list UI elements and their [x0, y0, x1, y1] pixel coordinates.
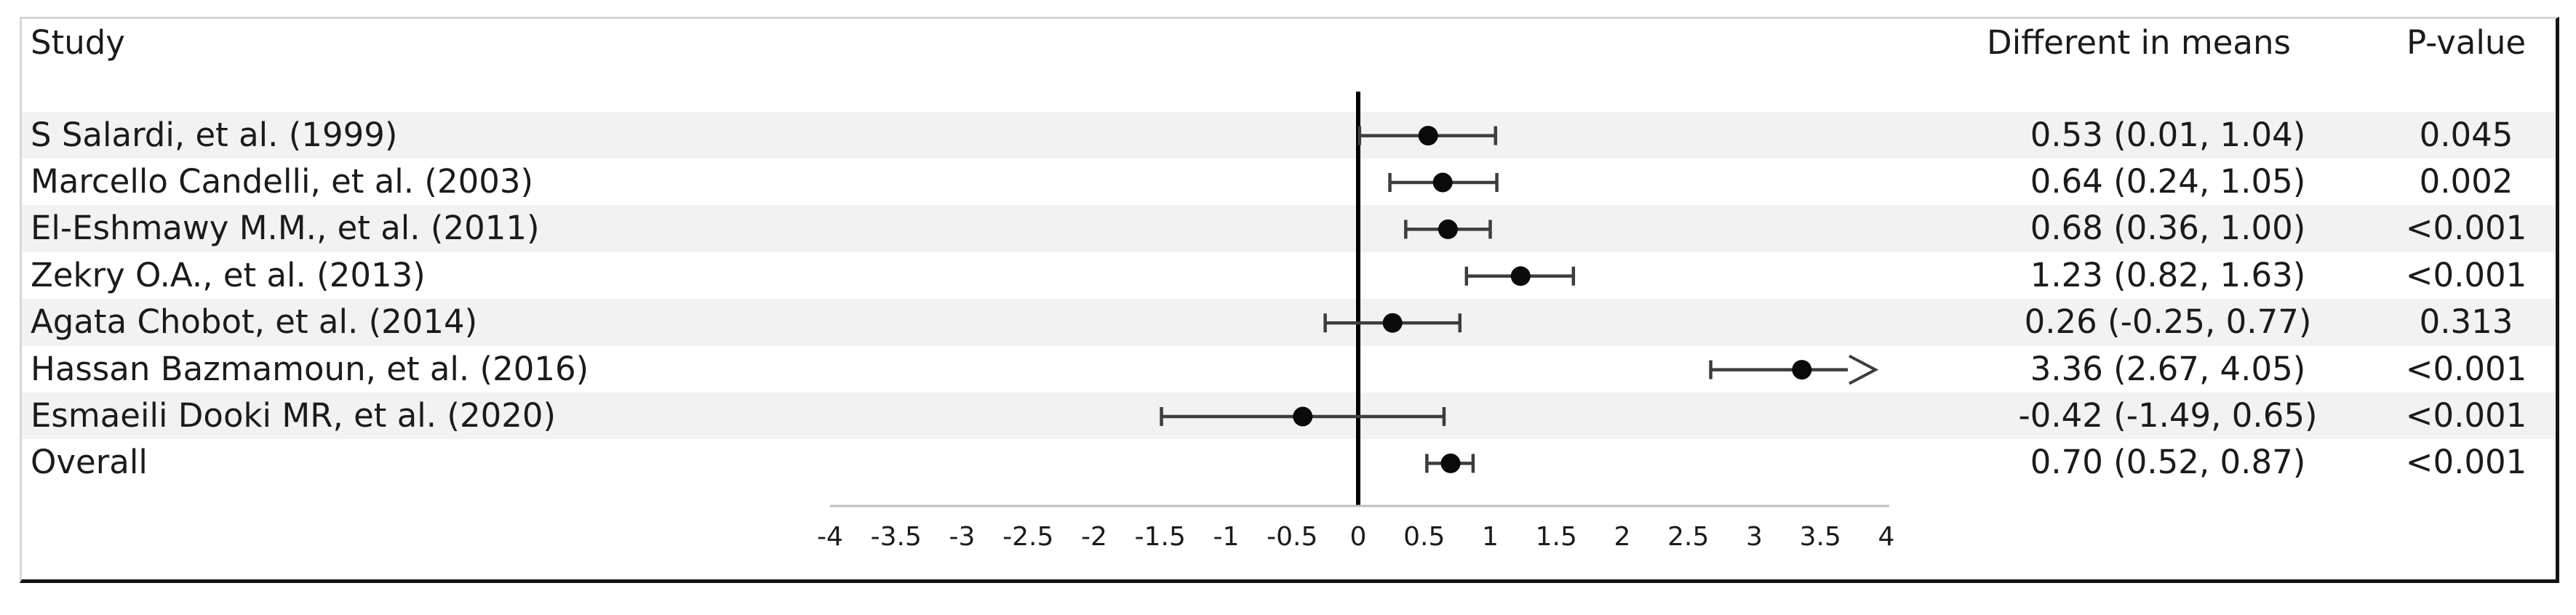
- study-label: Agata Chobot, et al. (2014): [31, 302, 478, 342]
- effect-size-cell: 0.68 (0.36, 1.00): [2030, 209, 2306, 248]
- tick-label: 1: [1482, 522, 1499, 552]
- tick-label: 0: [1350, 522, 1367, 552]
- tick-label: -2.5: [1002, 522, 1053, 552]
- effect-size-cell: 0.26 (-0.25, 0.77): [2024, 302, 2312, 342]
- table-row: El-Eshmawy M.M., et al. (2011) 0.68 (0.36…: [22, 205, 2556, 252]
- tick-label: 0.5: [1403, 522, 1445, 552]
- tick-label: -1.5: [1135, 522, 1186, 552]
- effect-size-cell: 3.36 (2.67, 4.05): [2030, 349, 2306, 388]
- pvalue-cell: 0.313: [2419, 302, 2513, 342]
- table-row: Marcello Candelli, et al. (2003) 0.64 (0.…: [22, 158, 2556, 205]
- study-label: Marcello Candelli, et al. (2003): [31, 162, 534, 201]
- tick-label: -4: [817, 522, 843, 552]
- effect-size-cell: 0.70 (0.52, 0.87): [2030, 443, 2306, 482]
- pvalue-cell: <0.001: [2405, 349, 2527, 388]
- study-label: Hassan Bazmamoun, et al. (2016): [31, 349, 589, 388]
- tick-label: -3.5: [871, 522, 922, 552]
- pvalue-cell: <0.001: [2405, 396, 2527, 435]
- tick-label: 1.5: [1536, 522, 1577, 552]
- pvalue-cell: <0.001: [2405, 443, 2527, 482]
- study-label: Esmaeili Dooki MR, et al. (2020): [31, 396, 557, 435]
- tick-label: -1: [1213, 522, 1240, 552]
- pvalue-cell: <0.001: [2405, 209, 2527, 248]
- tick-label: 3: [1746, 522, 1763, 552]
- effect-size-cell: 0.53 (0.01, 1.04): [2030, 115, 2306, 154]
- table-row: Hassan Bazmamoun, et al. (2016) 3.36 (2.6…: [22, 346, 2556, 393]
- plot-panel: Study Different in means P-value S Salar…: [20, 17, 2559, 583]
- tick-label: 2: [1614, 522, 1631, 552]
- effect-size-cell: -0.42 (-1.49, 0.65): [2018, 396, 2318, 435]
- tick-label: -3: [949, 522, 976, 552]
- tick-label: 4: [1878, 522, 1895, 552]
- table-row: Zekry O.A., et al. (2013) 1.23 (0.82, 1.6…: [22, 252, 2556, 299]
- table-row: Overall 0.70 (0.52, 0.87) <0.001: [22, 439, 2556, 486]
- column-header-study: Study: [31, 23, 125, 62]
- table-row: Esmaeili Dooki MR, et al. (2020) -0.42 (-…: [22, 393, 2556, 440]
- effect-size-cell: 0.64 (0.24, 1.05): [2030, 162, 2306, 201]
- tick-label: -0.5: [1267, 522, 1317, 552]
- study-label: Overall: [31, 443, 148, 482]
- study-label: S Salardi, et al. (1999): [31, 115, 398, 154]
- pvalue-cell: 0.045: [2419, 115, 2513, 154]
- pvalue-cell: <0.001: [2405, 255, 2527, 294]
- effect-size-cell: 1.23 (0.82, 1.63): [2030, 255, 2306, 294]
- column-header-pvalue: P-value: [2406, 23, 2527, 62]
- tick-label: 3.5: [1800, 522, 1841, 552]
- table-row: S Salardi, et al. (1999) 0.53 (0.01, 1.04…: [22, 111, 2556, 158]
- tick-label: -2: [1081, 522, 1107, 552]
- tick-label: 2.5: [1667, 522, 1709, 552]
- study-label: El-Eshmawy M.M., et al. (2011): [31, 209, 540, 248]
- column-header-effect: Different in means: [1987, 23, 2291, 62]
- study-label: Zekry O.A., et al. (2013): [31, 255, 426, 294]
- table-row: Agata Chobot, et al. (2014) 0.26 (-0.25, …: [22, 299, 2556, 346]
- pvalue-cell: 0.002: [2419, 162, 2513, 201]
